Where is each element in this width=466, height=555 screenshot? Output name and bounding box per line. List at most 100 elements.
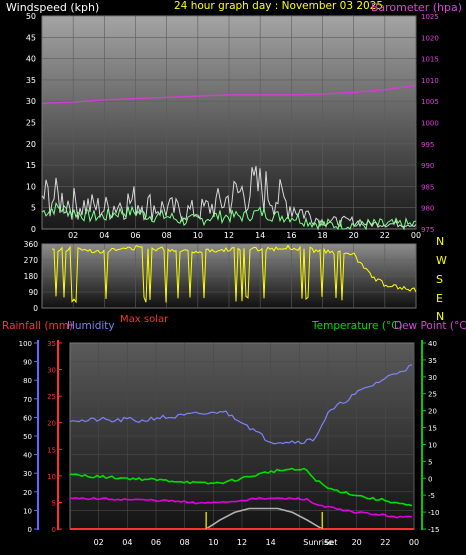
windspeed-axis-title: Windspeed (kph) (6, 1, 99, 14)
rainfall-axis-ticks: 0 5 10 15 20 25 30 35 (47, 340, 62, 534)
direction-tick-label: 0 (33, 304, 38, 313)
windspeed-line (41, 201, 417, 231)
windspeed-tick-label: 35 (26, 76, 36, 85)
rainfall-tick-label: 20 (47, 420, 56, 428)
windspeed-tick-label: 5 (31, 204, 36, 213)
rainfall-axis-title: Rainfall (mm) (2, 320, 73, 332)
direction-tick-label: 180 (24, 272, 39, 281)
temperature-axis-ticks: -15 -10 -5 0 5 10 15 20 25 30 35 40 (422, 340, 439, 534)
compass-label: N (436, 235, 444, 248)
hour-tick-label: 06 (130, 231, 140, 240)
temperature-tick-label: 25 (428, 391, 437, 399)
humidity-tick-label: 80 (23, 377, 32, 385)
windspeed-tick-label: 50 (26, 12, 36, 21)
max-solar-label: Max solar (120, 314, 169, 325)
temperature-tick-label: 5 (428, 458, 432, 466)
direction-axis-ticks: 0 90 180 270 360 (24, 240, 39, 313)
compass-label: S (436, 273, 443, 286)
hour-tick-label: 00 (411, 231, 421, 240)
barometer-tick-label: 1000 (421, 120, 439, 128)
hour-tick-label: 08 (180, 538, 190, 547)
rainfall-tick-label: 30 (47, 367, 56, 375)
humidity-tick-label: 30 (23, 470, 32, 478)
compass-label: N (436, 310, 444, 323)
rainfall-tick-label: 15 (47, 446, 56, 454)
hour-tick-label: 18 (317, 231, 327, 240)
rainfall-tick-label: 35 (47, 340, 56, 348)
hour-tick-label: 20 (352, 538, 362, 547)
windspeed-tick-label: 45 (26, 33, 36, 42)
hour-tick-label: 22 (380, 231, 390, 240)
hour-tick-label: 10 (193, 231, 203, 240)
temperature-panel-hour-ticks: 02 04 06 08 10 12 14 20 22 00 (94, 538, 420, 547)
direction-tick-label: 90 (28, 288, 38, 297)
humidity-tick-label: 90 (23, 359, 32, 367)
windspeed-tick-label: 10 (26, 182, 36, 191)
hour-tick-label: 02 (68, 231, 78, 240)
dewpoint-axis-title: Dew Point (°C) (394, 320, 466, 332)
hour-tick-label: 20 (349, 231, 359, 240)
hour-tick-label: 04 (99, 231, 109, 240)
rainfall-tick-label: 25 (47, 393, 56, 401)
barometer-tick-label: 1015 (421, 56, 439, 64)
humidity-tick-label: 40 (23, 452, 32, 460)
rainfall-tick-label: 10 (47, 473, 56, 481)
humidity-tick-label: 50 (23, 433, 32, 441)
hour-tick-label: 02 (94, 538, 104, 547)
temperature-tick-label: 0 (428, 475, 432, 483)
hour-tick-label: 12 (237, 538, 247, 547)
humidity-tick-label: 60 (23, 414, 32, 422)
humidity-line (69, 364, 413, 445)
temperature-tick-label: 30 (428, 374, 437, 382)
humidity-axis-ticks: 0 10 20 30 40 50 60 70 80 90 100 (19, 340, 38, 534)
temperature-tick-label: 40 (428, 340, 437, 348)
temperature-tick-label: 10 (428, 441, 437, 449)
barometer-tick-label: 975 (421, 226, 434, 234)
humidity-tick-label: 100 (19, 340, 32, 348)
windspeed-axis-ticks: 0 5 10 15 20 25 30 35 40 45 50 (26, 12, 36, 234)
temperature-tick-label: 35 (428, 357, 437, 365)
temperature-tick-label: 15 (428, 425, 437, 433)
hour-tick-label: 14 (266, 538, 276, 547)
windspeed-tick-label: 20 (26, 140, 36, 149)
hour-tick-label: 06 (151, 538, 161, 547)
hour-tick-label: 22 (380, 538, 390, 547)
humidity-axis-title: Humidity (67, 320, 115, 332)
barometer-tick-label: 980 (421, 205, 434, 213)
humidity-tick-label: 10 (23, 507, 32, 515)
humidity-tick-label: 70 (23, 396, 32, 404)
hour-tick-label: 12 (224, 231, 234, 240)
temperature-tick-label: 20 (428, 408, 437, 416)
max-solar-curve (205, 507, 323, 530)
sunrise-label: Sunrise (303, 538, 333, 547)
compass-label: E (436, 292, 443, 305)
windspeed-tick-label: 0 (31, 225, 36, 234)
humidity-tick-label: 20 (23, 489, 32, 497)
windspeed-tick-label: 40 (26, 55, 36, 64)
barometer-tick-label: 1020 (421, 34, 439, 42)
windspeed-tick-label: 25 (26, 119, 36, 128)
temperature-tick-label: -5 (428, 492, 435, 500)
barometer-tick-label: 995 (421, 141, 434, 149)
sunset-label: Set (324, 538, 337, 547)
temperature-tick-label: -10 (428, 509, 439, 517)
hour-tick-label: 10 (208, 538, 218, 547)
direction-tick-label: 360 (24, 240, 39, 249)
barometer-line (41, 84, 417, 104)
rainfall-tick-label: 0 (52, 526, 56, 534)
barometer-axis-ticks: 975 980 985 990 995 1000 1005 1010 1015 1020 1025 (421, 13, 439, 234)
windspeed-tick-label: 15 (26, 161, 36, 170)
temperature-line (69, 467, 413, 507)
hour-tick-label: 00 (409, 538, 419, 547)
dewpoint-line (69, 496, 413, 519)
barometer-tick-label: 1010 (421, 77, 439, 85)
barometer-axis-title: Barometer (hpa) (371, 1, 462, 14)
graph-title: 24 hour graph day : November 03 2025 (174, 0, 383, 12)
barometer-tick-label: 990 (421, 162, 434, 170)
hour-tick-label: 04 (122, 538, 132, 547)
rainfall-tick-label: 5 (52, 499, 56, 507)
windspeed-tick-label: 30 (26, 97, 36, 106)
humidity-tick-label: 0 (28, 526, 32, 534)
